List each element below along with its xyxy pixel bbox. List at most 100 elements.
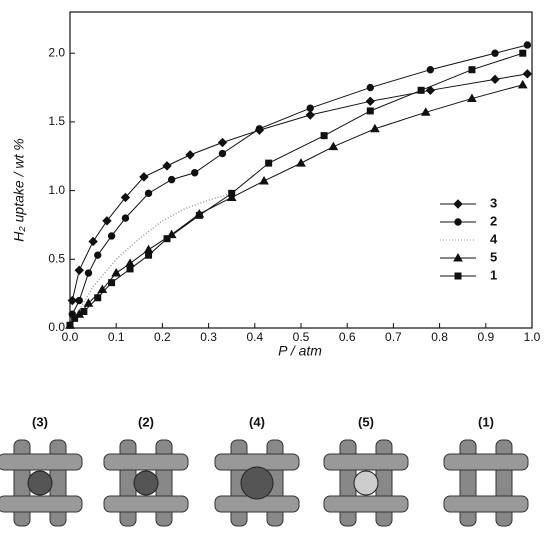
x-axis-label: P / atm bbox=[278, 343, 322, 359]
panel-label: (4) bbox=[249, 414, 265, 429]
marker bbox=[122, 215, 128, 221]
lattice-bar bbox=[0, 496, 82, 512]
x-tick-label: 0.6 bbox=[339, 330, 356, 344]
marker bbox=[109, 280, 115, 286]
lattice-image bbox=[215, 440, 299, 526]
guest bbox=[241, 467, 273, 499]
figure: P / atm H₂ uptake / wt % 0.0 0.1 0.2 0.3 0.4… bbox=[0, 0, 544, 533]
marker bbox=[469, 67, 475, 73]
marker bbox=[256, 126, 262, 132]
y-tick-label: 2.0 bbox=[48, 45, 65, 59]
marker bbox=[85, 270, 91, 276]
marker bbox=[75, 266, 83, 274]
lattice-bar bbox=[0, 454, 82, 470]
marker bbox=[418, 87, 424, 93]
x-tick-label: 0.1 bbox=[108, 330, 125, 344]
x-tick-label: 0.8 bbox=[431, 330, 448, 344]
lattice-image bbox=[324, 440, 408, 526]
lattice-bar bbox=[104, 496, 188, 512]
marker bbox=[168, 176, 174, 182]
series-line bbox=[70, 53, 523, 325]
panel-label: (3) bbox=[32, 414, 48, 429]
marker bbox=[145, 246, 153, 253]
marker bbox=[112, 269, 120, 276]
legend-marker bbox=[454, 200, 462, 208]
marker bbox=[145, 190, 151, 196]
plot-frame bbox=[70, 12, 532, 328]
marker bbox=[266, 160, 272, 166]
legend-label: 5 bbox=[490, 249, 497, 264]
marker bbox=[519, 81, 527, 88]
legend-label: 4 bbox=[490, 231, 498, 246]
marker bbox=[523, 70, 531, 78]
lattice-bar bbox=[324, 454, 408, 470]
lattice-bar bbox=[460, 440, 476, 526]
marker bbox=[67, 322, 73, 328]
marker bbox=[89, 237, 97, 245]
marker bbox=[186, 151, 194, 159]
marker bbox=[164, 236, 170, 242]
marker bbox=[95, 295, 101, 301]
marker bbox=[95, 252, 101, 258]
marker bbox=[72, 315, 78, 321]
lattice-bar bbox=[444, 496, 528, 512]
marker bbox=[491, 75, 499, 83]
marker bbox=[329, 143, 337, 150]
legend-marker bbox=[455, 219, 461, 225]
legend-label: 3 bbox=[490, 195, 497, 210]
marker bbox=[427, 67, 433, 73]
x-tick-label: 0.4 bbox=[246, 330, 263, 344]
marker bbox=[146, 252, 152, 258]
series-line bbox=[70, 193, 232, 325]
panel-label: (1) bbox=[478, 414, 494, 429]
lattice-image bbox=[444, 440, 528, 526]
lattice-bar bbox=[324, 496, 408, 512]
y-tick-label: 1.0 bbox=[48, 183, 65, 197]
marker bbox=[520, 50, 526, 56]
legend-label: 1 bbox=[490, 267, 497, 282]
x-tick-label: 0.7 bbox=[385, 330, 402, 344]
marker bbox=[306, 111, 314, 119]
panel-label: (2) bbox=[138, 414, 154, 429]
marker bbox=[367, 108, 373, 114]
lattice-bar bbox=[444, 454, 528, 470]
marker bbox=[524, 42, 530, 48]
x-tick-label: 0.3 bbox=[200, 330, 217, 344]
y-axis-label: H₂ uptake / wt % bbox=[11, 138, 27, 241]
marker bbox=[229, 190, 235, 196]
marker bbox=[81, 309, 87, 315]
marker bbox=[196, 212, 202, 218]
y-tick-label: 0.0 bbox=[48, 320, 65, 334]
series-line bbox=[72, 74, 527, 301]
lattice-image bbox=[104, 440, 188, 526]
marker bbox=[492, 50, 498, 56]
marker bbox=[219, 150, 225, 156]
marker bbox=[218, 139, 226, 147]
marker bbox=[367, 84, 373, 90]
marker bbox=[260, 177, 268, 184]
x-tick-label: 0.5 bbox=[293, 330, 310, 344]
marker bbox=[192, 170, 198, 176]
marker bbox=[321, 133, 327, 139]
lattice-bar bbox=[496, 440, 512, 526]
guest bbox=[28, 471, 52, 495]
marker bbox=[76, 297, 82, 303]
guest bbox=[134, 471, 158, 495]
lattice-image bbox=[0, 440, 82, 526]
x-tick-label: 1.0 bbox=[524, 330, 541, 344]
panel-label: (5) bbox=[358, 414, 374, 429]
lattice-bar bbox=[104, 454, 188, 470]
x-tick-label: 0.9 bbox=[477, 330, 494, 344]
legend-label: 2 bbox=[490, 213, 497, 228]
y-tick-label: 0.5 bbox=[48, 251, 65, 265]
marker bbox=[307, 105, 313, 111]
marker bbox=[366, 97, 374, 105]
marker bbox=[108, 233, 114, 239]
x-tick-label: 0.2 bbox=[154, 330, 171, 344]
legend-marker bbox=[455, 273, 461, 279]
guest bbox=[354, 471, 378, 495]
marker bbox=[297, 159, 305, 166]
marker bbox=[127, 266, 133, 272]
y-tick-label: 1.5 bbox=[48, 114, 65, 128]
marker bbox=[163, 162, 171, 170]
